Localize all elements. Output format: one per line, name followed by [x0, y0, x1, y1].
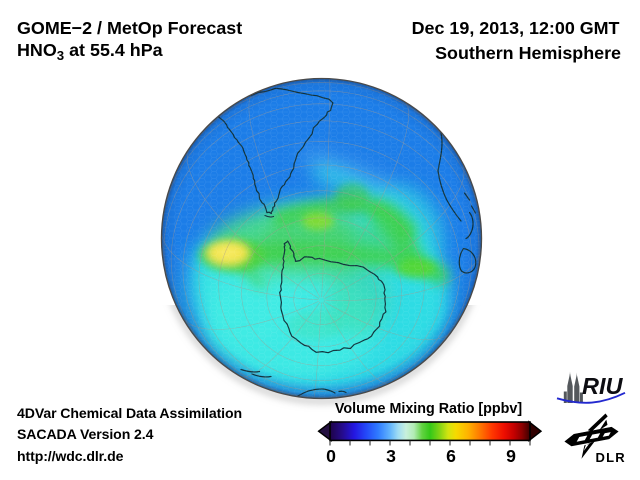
- svg-text:DLR: DLR: [596, 450, 626, 465]
- svg-text:RIU: RIU: [582, 373, 624, 399]
